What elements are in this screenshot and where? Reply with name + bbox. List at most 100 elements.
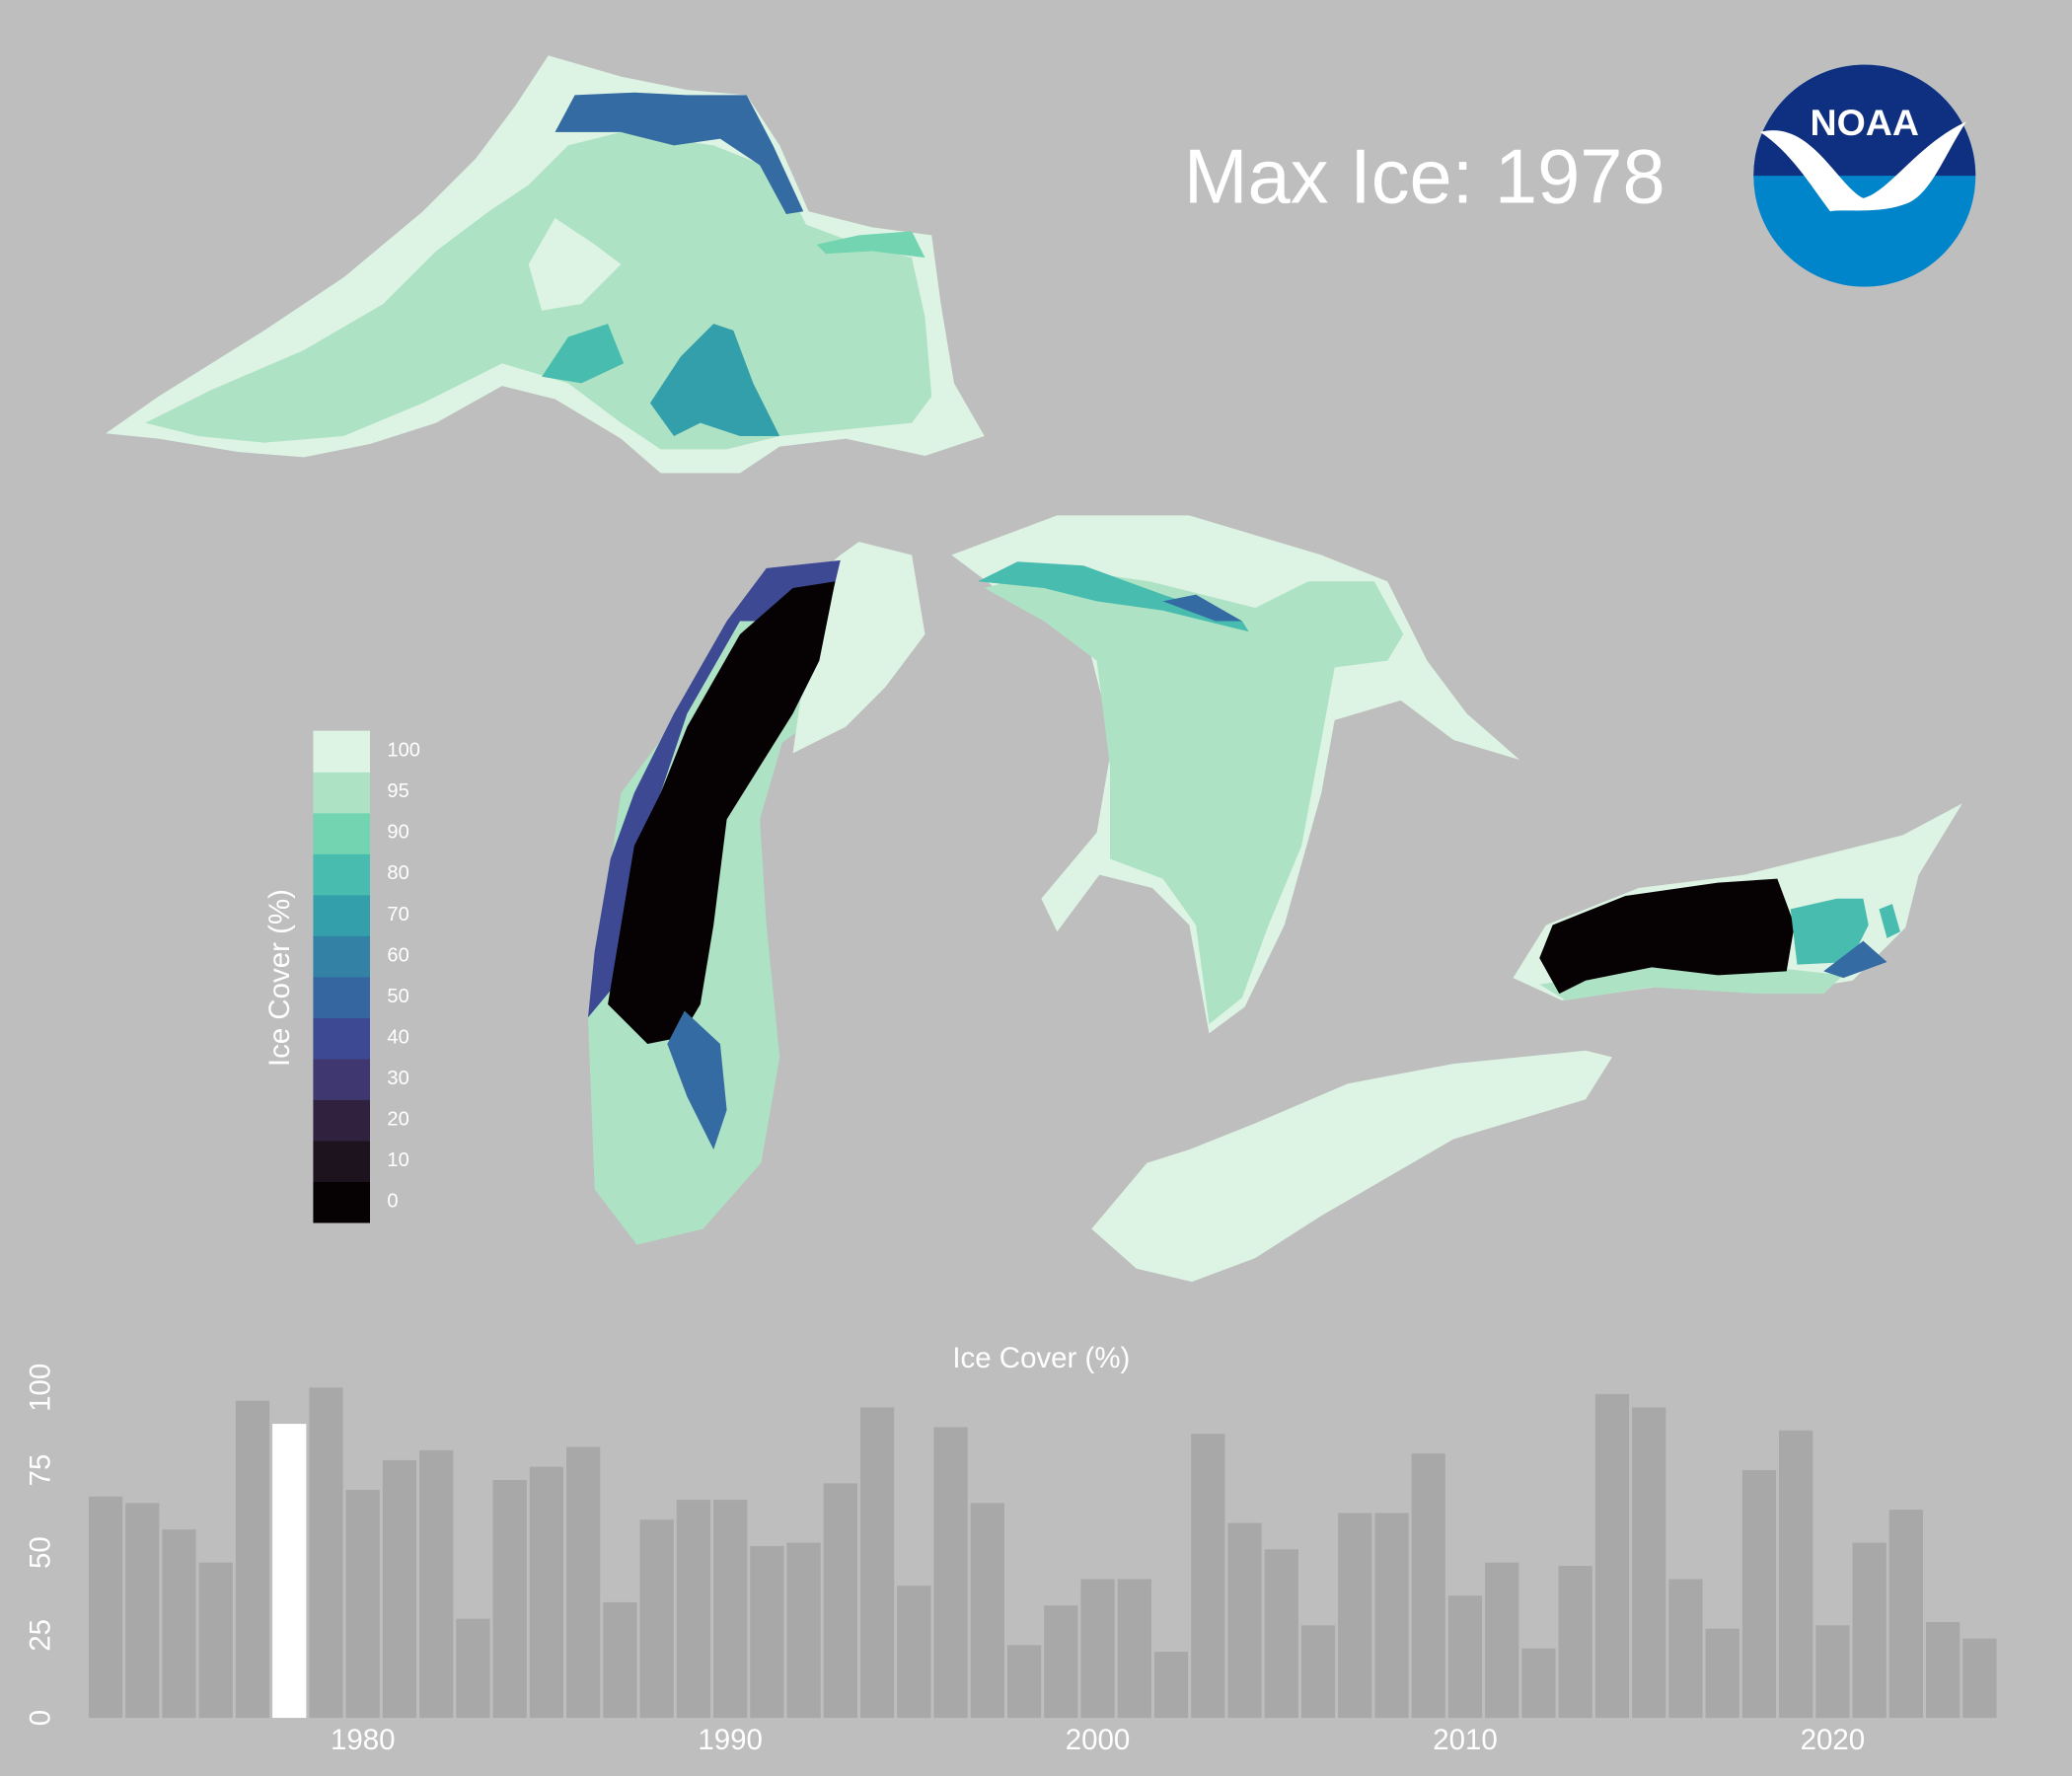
bar (492, 1480, 527, 1719)
bar-chart-title: Ice Cover (%) (952, 1342, 1130, 1374)
bar (1117, 1579, 1151, 1719)
y-tick-label: 25 (25, 1619, 57, 1652)
y-tick-label: 75 (25, 1454, 57, 1487)
lake-huron-ice (984, 567, 1404, 1024)
bar (162, 1529, 196, 1719)
bar (859, 1407, 895, 1719)
colorbar-swatch (313, 812, 370, 854)
bar (1080, 1579, 1115, 1719)
bar (382, 1459, 417, 1719)
lake-erie (1091, 1050, 1612, 1283)
bar (1338, 1513, 1372, 1719)
bar (1006, 1645, 1042, 1719)
bar (676, 1500, 711, 1719)
bar (309, 1387, 343, 1719)
map-title: Max Ice: 1978 (1184, 134, 1665, 219)
bar (823, 1483, 857, 1719)
bar (235, 1400, 270, 1719)
colorbar-swatch (313, 1099, 370, 1142)
x-tick-label: 2010 (1433, 1724, 1498, 1756)
logo-wave (1759, 121, 1966, 212)
y-tick-label: 100 (25, 1364, 57, 1412)
lake-ontario-blue (1823, 940, 1887, 979)
bar (603, 1601, 637, 1719)
bar (1926, 1621, 1961, 1719)
lake-superior-teal (649, 324, 780, 436)
colorbar-label: 70 (387, 904, 408, 925)
colorbar-label: 100 (387, 740, 420, 762)
lakes-map (106, 55, 1962, 1283)
x-tick-label: 1990 (698, 1724, 763, 1756)
colorbar-label: 0 (387, 1190, 398, 1212)
bar (198, 1562, 233, 1719)
lake-superior-north (555, 92, 804, 214)
colorbar-label: 90 (387, 822, 408, 844)
y-tick-label: 0 (25, 1710, 57, 1726)
colorbar-swatch (313, 976, 370, 1018)
bar (1558, 1566, 1592, 1719)
bar (1705, 1628, 1739, 1719)
colorbar-label: 80 (387, 862, 408, 884)
bar (713, 1500, 748, 1719)
bar (1888, 1510, 1924, 1719)
colorbar-swatch (313, 1181, 370, 1223)
colorbar-swatch (313, 1140, 370, 1182)
bar (1411, 1453, 1445, 1719)
bar (88, 1496, 123, 1719)
lake-ontario-edge (1539, 967, 1844, 1000)
bar (933, 1427, 968, 1719)
bar (1779, 1430, 1813, 1719)
bar (566, 1446, 601, 1719)
bar (1521, 1648, 1556, 1719)
colorbar-swatch (313, 1058, 370, 1100)
bar (1668, 1579, 1703, 1719)
lake-superior-teal2 (542, 324, 625, 384)
bar (1191, 1434, 1225, 1719)
lake-superior-light (528, 217, 622, 311)
bar (1227, 1522, 1262, 1719)
lake-ontario-teal (1790, 898, 1869, 965)
bar (1447, 1595, 1483, 1719)
bar (345, 1490, 380, 1719)
colorbar-label: 50 (387, 986, 408, 1007)
colorbar-swatch (313, 894, 370, 936)
lake-superior-east (816, 231, 925, 259)
bar (529, 1466, 564, 1719)
lake-huron-blue (1162, 594, 1242, 622)
colorbar-swatch (313, 853, 370, 896)
colorbar-swatch (313, 935, 370, 978)
colorbar-label: 30 (387, 1068, 408, 1089)
bar (897, 1586, 931, 1719)
lake-ontario-spot (1879, 904, 1900, 938)
bar (419, 1449, 454, 1719)
colorbar-label: 40 (387, 1026, 408, 1048)
colorbar-swatch (313, 730, 370, 773)
bar (1300, 1625, 1336, 1719)
x-tick-label: 2020 (1801, 1724, 1866, 1756)
colorbar-label: 20 (387, 1108, 408, 1130)
bar (1741, 1469, 1777, 1719)
x-tick-label: 2000 (1066, 1724, 1131, 1756)
bar (1374, 1513, 1409, 1719)
bar (1594, 1393, 1630, 1719)
bar (639, 1519, 674, 1719)
bar (1485, 1562, 1519, 1719)
lake-michigan (587, 561, 847, 1245)
bar (1852, 1542, 1887, 1719)
bar (125, 1503, 160, 1719)
colorbar-label: 60 (387, 944, 408, 966)
bar (1632, 1407, 1666, 1719)
colorbar-swatch (313, 772, 370, 814)
bar (456, 1618, 490, 1719)
bar (1153, 1652, 1189, 1719)
y-tick-label: 50 (25, 1536, 57, 1569)
bar (786, 1542, 821, 1719)
bar (1962, 1638, 1997, 1719)
x-tick-label: 1980 (331, 1724, 396, 1756)
bar (970, 1503, 1004, 1719)
colorbar-title: Ice Cover (%) (263, 889, 296, 1067)
bar (1264, 1549, 1298, 1719)
lake-michigan-south (667, 1010, 727, 1150)
lake-ontario-core (1539, 878, 1795, 995)
